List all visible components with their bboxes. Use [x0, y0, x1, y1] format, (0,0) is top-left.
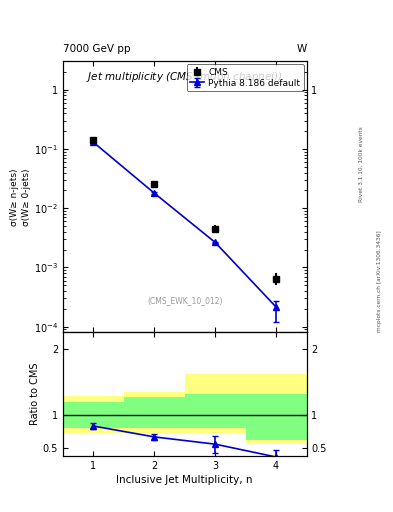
- Text: 7000 GeV pp: 7000 GeV pp: [63, 44, 130, 54]
- Y-axis label: Ratio to CMS: Ratio to CMS: [30, 363, 40, 425]
- Y-axis label: σ(W≥ n-jets)
σ(W≥ 0-jets): σ(W≥ n-jets) σ(W≥ 0-jets): [10, 168, 31, 226]
- Text: (CMS_EWK_10_012): (CMS_EWK_10_012): [147, 296, 222, 305]
- Text: W: W: [296, 44, 307, 54]
- X-axis label: Inclusive Jet Multiplicity, n: Inclusive Jet Multiplicity, n: [116, 475, 253, 485]
- Text: Rivet 3.1.10, 100k events: Rivet 3.1.10, 100k events: [359, 126, 364, 202]
- Text: Jet multiplicity$\mathit{\ }$(CMS (muon channel)): Jet multiplicity$\mathit{\ }$(CMS (muon …: [86, 70, 283, 83]
- Text: mcplots.cern.ch [arXiv:1306.3436]: mcplots.cern.ch [arXiv:1306.3436]: [377, 231, 382, 332]
- Legend: CMS, Pythia 8.186 default: CMS, Pythia 8.186 default: [187, 64, 304, 91]
